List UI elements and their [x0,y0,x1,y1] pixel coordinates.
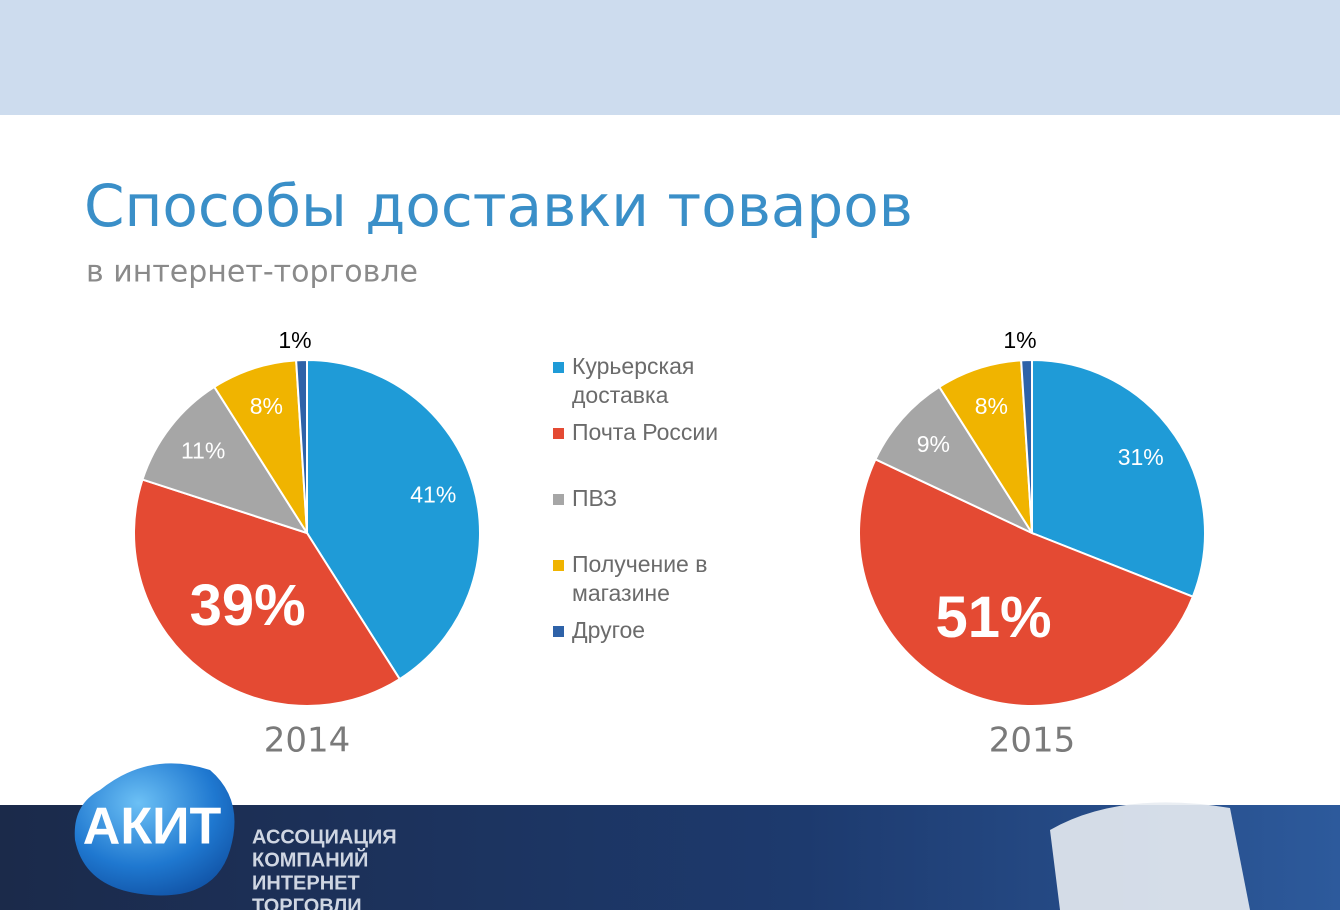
pie-slice [874,385,1035,536]
logo-text: АКИТ [83,798,222,856]
pie-slice [133,478,402,708]
org-line: ИНТЕРНЕТ [252,872,360,894]
legend-item: Почта России [553,418,853,484]
legend-label: Получение в магазине [572,551,708,606]
top-band [0,0,1340,115]
org-line: АССОЦИАЦИЯ [252,826,397,848]
pie-slice [1031,358,1206,598]
footer-picture [1050,802,1250,910]
legend-swatch [553,560,564,571]
pie-slice [295,358,308,534]
pie-slice [1020,358,1033,534]
slice-label: 9% [917,431,950,457]
slice-label: 51% [935,585,1051,650]
legend-item: Курьерская доставка [553,352,853,418]
org-line: КОМПАНИЙ [252,847,368,871]
slide-subtitle: в интернет-торговле [86,255,418,290]
legend-swatch [553,494,564,505]
slice-label: 31% [1118,444,1164,470]
legend-label: Курьерская доставка [572,353,695,408]
legend-swatch [553,428,564,439]
legend-label: Другое [572,617,646,643]
legend-swatch [553,626,564,637]
legend: Курьерская доставка Почта России ПВЗ Получе… [553,352,853,682]
org-line: ТОРГОВЛИ [252,895,362,910]
logo-shape [74,763,235,896]
legend-label: Почта России [572,419,719,445]
pie-slice [857,458,1195,708]
slide-title: Способы доставки товаров [84,172,913,240]
chart-title: 2015 [989,721,1076,761]
legend-item: Другое [553,616,853,682]
slice-label: 8% [250,393,283,419]
pie-slice [141,385,310,535]
slice-label: 1% [278,327,311,353]
slice-label: 41% [410,481,456,507]
slice-label: 1% [1003,327,1036,353]
legend-item: ПВЗ [553,484,853,550]
legend-swatch [553,362,564,373]
legend-label: ПВЗ [572,485,618,511]
slice-label: 11% [181,437,225,463]
chart-title: 2014 [264,721,351,761]
legend-item: Получение в магазине [553,550,853,616]
slice-label: 8% [975,393,1008,419]
slice-label: 39% [190,573,306,638]
